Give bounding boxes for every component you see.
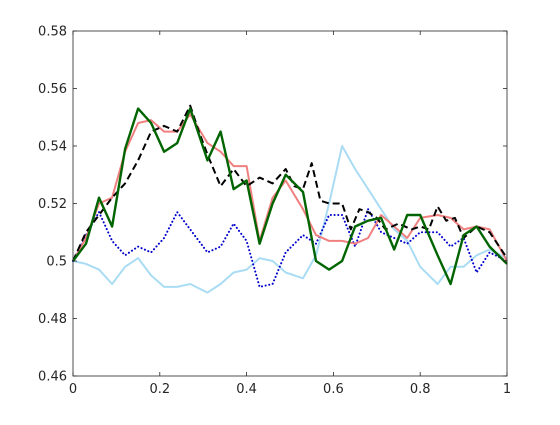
y-tick-label: 0.58 <box>38 25 67 40</box>
y-tick-label: 0.46 <box>38 370 67 385</box>
series-line-5 <box>72 107 508 286</box>
series-layer <box>72 104 508 294</box>
x-tick-label: 0.6 <box>323 382 344 397</box>
plot-area <box>73 31 507 376</box>
y-tick-label: 0.52 <box>38 197 67 212</box>
x-tick-label: 1 <box>503 382 511 397</box>
axis-layer: 0 0.2 0.4 0.6 0.8 1 0.46 0.48 0.5 0.52 0.54 0.56 0.5… <box>38 25 511 398</box>
x-tick-label: 0.8 <box>410 382 431 397</box>
x-tick-label: 0.2 <box>149 382 170 397</box>
series-line-4 <box>72 104 508 262</box>
x-tick-label: 0 <box>69 382 77 397</box>
x-tick-label: 0.4 <box>236 382 257 397</box>
series-line-2 <box>72 208 508 288</box>
y-tick-label: 0.48 <box>38 312 67 327</box>
series-line-1 <box>72 145 508 294</box>
y-tick-label: 0.56 <box>38 82 67 97</box>
series-line-3 <box>72 113 508 262</box>
y-tick-label: 0.5 <box>46 255 67 270</box>
y-tick-label: 0.54 <box>38 140 67 155</box>
